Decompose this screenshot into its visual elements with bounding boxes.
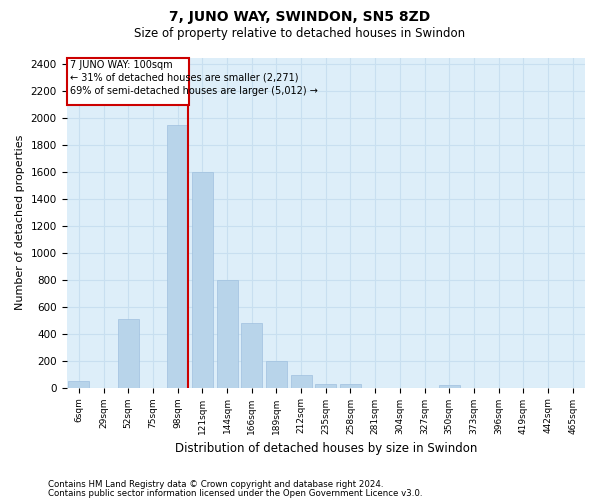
Text: ← 31% of detached houses are smaller (2,271): ← 31% of detached houses are smaller (2,… [70,72,299,83]
Text: Contains HM Land Registry data © Crown copyright and database right 2024.: Contains HM Land Registry data © Crown c… [48,480,383,489]
Bar [67,58,188,105]
Text: 7 JUNO WAY: 100sqm: 7 JUNO WAY: 100sqm [70,60,173,70]
Text: Contains public sector information licensed under the Open Government Licence v3: Contains public sector information licen… [48,488,422,498]
Bar [192,172,213,388]
Text: Size of property relative to detached houses in Swindon: Size of property relative to detached ho… [134,28,466,40]
Bar [340,384,361,388]
Bar [290,375,311,388]
Text: 69% of semi-detached houses are larger (5,012) →: 69% of semi-detached houses are larger (… [70,86,318,96]
Bar [217,280,238,388]
Y-axis label: Number of detached properties: Number of detached properties [15,135,25,310]
Bar [266,362,287,388]
X-axis label: Distribution of detached houses by size in Swindon: Distribution of detached houses by size … [175,442,477,455]
Bar [167,125,188,388]
Bar [241,323,262,388]
Bar [439,385,460,388]
Bar [315,384,336,388]
Bar [118,319,139,388]
Bar [68,381,89,388]
Text: 7, JUNO WAY, SWINDON, SN5 8ZD: 7, JUNO WAY, SWINDON, SN5 8ZD [169,10,431,24]
